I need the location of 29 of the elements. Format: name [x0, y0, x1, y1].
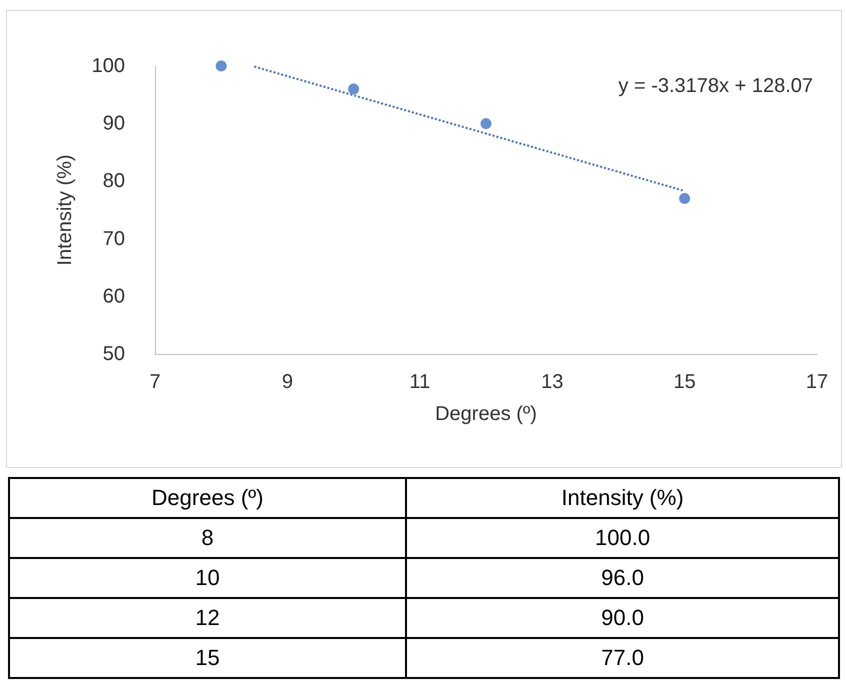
point	[480, 118, 492, 130]
text: Degrees (º)	[9, 478, 406, 518]
x-tick-label: 9	[282, 371, 293, 393]
x-tick-label: 7	[149, 371, 161, 393]
y-tick-label: 100	[92, 55, 125, 77]
annotation: y = -3.3178x + 128.07	[618, 75, 814, 97]
y-tick-label: 80	[102, 170, 125, 192]
category-label: 8	[9, 518, 406, 558]
x-tick-label: 17	[806, 371, 828, 393]
text: 77.0	[406, 638, 839, 678]
category-label: 12	[9, 598, 406, 638]
text: 96.0	[406, 558, 839, 598]
text: 100.0	[406, 518, 839, 558]
x-tick-label: 13	[541, 371, 564, 393]
x-axis-title: Degrees (º)	[435, 403, 537, 425]
point	[216, 60, 227, 72]
category-label: 10	[9, 558, 406, 598]
point	[348, 84, 360, 95]
x-tick-label: 11	[409, 371, 430, 393]
y-axis-title: Intensity (%)	[54, 154, 76, 266]
y-tick-label: 60	[102, 285, 125, 308]
text: Intensity (%)	[406, 478, 839, 518]
text: 90.0	[406, 598, 839, 638]
y-tick-label: 90	[102, 112, 125, 135]
x-tick-label: 15	[673, 371, 696, 393]
y-tick-label: 70	[102, 228, 125, 250]
point	[679, 192, 690, 204]
category-label: 15	[9, 638, 406, 678]
y-tick-label: 50	[102, 343, 125, 365]
